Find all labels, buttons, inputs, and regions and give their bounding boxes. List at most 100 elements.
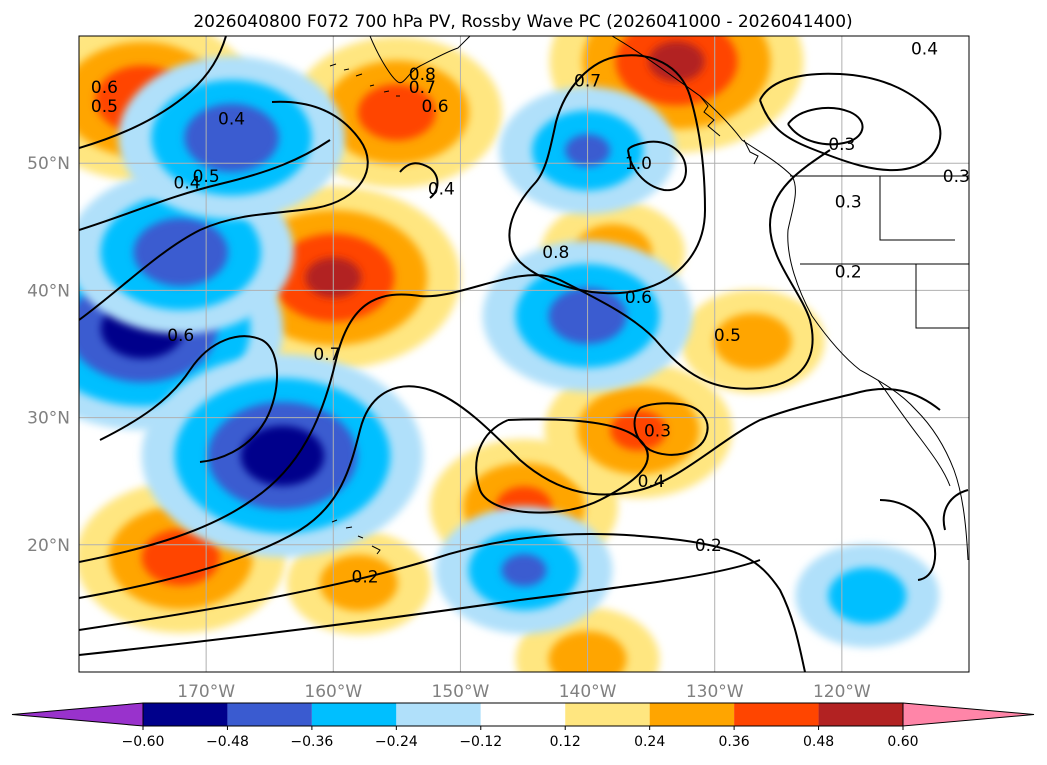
contour-label: 0.4 xyxy=(174,173,201,193)
contour-label-text: 0.5 xyxy=(91,97,118,117)
contour-label: 0.8 xyxy=(409,65,436,85)
contour-label: 0.4 xyxy=(428,180,455,200)
pv-anomaly-blob xyxy=(118,56,345,220)
pv-contour-line xyxy=(79,149,831,563)
contour-label-text: 0.5 xyxy=(714,326,741,346)
colorbar-bin xyxy=(227,703,312,726)
pv-contour-line xyxy=(79,100,369,321)
contour-label-text: 0.6 xyxy=(421,97,448,117)
contour-label: 0.3 xyxy=(828,135,855,155)
pv-anomaly-blob xyxy=(141,354,424,558)
pv-contour-line xyxy=(79,36,227,149)
contour-label-text: 0.2 xyxy=(695,536,722,556)
pv-anomaly-blob xyxy=(286,531,431,635)
contour-label: 1.0 xyxy=(625,154,652,174)
colorbar-bin xyxy=(480,703,566,726)
contour-label: 0.5 xyxy=(714,326,741,346)
pv-contour-line xyxy=(99,335,279,463)
contour-label: 0.7 xyxy=(313,345,340,365)
colorbar-tick-label: 0.60 xyxy=(887,734,918,750)
colorbar-tick-label: −0.12 xyxy=(459,734,502,750)
contour-label: 0.8 xyxy=(542,243,569,263)
contour-label: 0.6 xyxy=(167,326,194,346)
colorbar-bin xyxy=(311,703,397,726)
pv-contour-line xyxy=(633,402,709,456)
colorbar-tick-label: 0.48 xyxy=(803,734,834,750)
pv-contour-line xyxy=(879,499,937,581)
colorbar-tick-label: −0.48 xyxy=(206,734,249,750)
contour-label-text: 0.8 xyxy=(542,243,569,263)
pv-contours xyxy=(79,36,969,672)
pv-anomaly-level xyxy=(240,425,325,486)
pv-anomaly-blob xyxy=(435,506,613,634)
contour-label: 0.3 xyxy=(943,167,970,187)
coastlines xyxy=(329,36,969,561)
lat-lon-gridlines xyxy=(79,36,969,672)
colorbar: −0.60 −0.48 −0.36 −0.24 −0.12 0.12 0.24 0.36 0.4… xyxy=(11,702,1035,750)
pv-anomaly-shading xyxy=(79,36,940,672)
colorbar-tick-label: 0.36 xyxy=(719,734,750,750)
contour-label-text: 0.2 xyxy=(835,262,862,282)
pv-anomaly-level xyxy=(357,84,436,141)
contour-label-text: 0.4 xyxy=(174,173,201,193)
contour-label-text: 0.7 xyxy=(574,72,601,92)
chart-title: 2026040800 F072 700 hPa PV, Rossby Wave … xyxy=(193,12,852,32)
pv-contour-line xyxy=(942,489,969,531)
colorbar-bin xyxy=(818,703,903,726)
pv-contour-line xyxy=(79,139,331,231)
pv-contour-line xyxy=(475,418,649,514)
pv-anomaly-level xyxy=(828,567,907,624)
contour-label-text: 0.6 xyxy=(167,326,194,346)
contour-label-text: 0.3 xyxy=(943,167,970,187)
longitude-tick-label: 170°W xyxy=(177,682,235,702)
contour-label: 0.7 xyxy=(574,72,601,92)
pv-anomaly-level xyxy=(501,554,547,587)
contour-label: 0.3 xyxy=(835,192,862,212)
latitude-tick-labels: 20°N 30°N 40°N 50°N xyxy=(27,154,70,556)
colorbar-bin xyxy=(649,703,735,726)
colorbar-tick-label: −0.36 xyxy=(290,734,333,750)
latitude-tick-label: 40°N xyxy=(27,281,70,301)
contour-label: 0.4 xyxy=(911,40,938,60)
contour-label: 0.2 xyxy=(695,536,722,556)
contour-label: 0.6 xyxy=(421,97,448,117)
contour-label: 0.4 xyxy=(638,472,665,492)
contour-label: 0.5 xyxy=(193,167,220,187)
contour-label-text: 0.4 xyxy=(638,472,665,492)
colorbar-tick-label: 0.12 xyxy=(550,734,581,750)
colorbar-extend-low xyxy=(11,702,144,727)
longitude-tick-label: 150°W xyxy=(432,682,490,702)
pv-anomaly-level xyxy=(648,41,705,82)
pv-anomaly-blob xyxy=(544,362,733,498)
pv-contour-line xyxy=(627,140,687,192)
pv-contour-line xyxy=(787,107,864,146)
baja-california-coastline xyxy=(877,379,951,487)
longitude-tick-label: 130°W xyxy=(686,682,744,702)
contour-label-text: 0.6 xyxy=(91,78,118,98)
contour-label-text: 0.5 xyxy=(193,167,220,187)
contour-label: 0.3 xyxy=(644,421,671,441)
pv-anomaly-level xyxy=(610,410,667,451)
hawaiian-islands xyxy=(331,519,381,555)
contour-label: 0.4 xyxy=(27,345,54,365)
pv-contour-line xyxy=(79,559,761,656)
colorbar-bin xyxy=(565,703,650,726)
contour-label-text: 0.4 xyxy=(27,345,54,365)
contour-label-text: 0.7 xyxy=(313,345,340,365)
contour-label-text: 0.2 xyxy=(352,568,379,588)
colorbar-tick-label: −0.60 xyxy=(122,734,165,750)
contour-label-text: 0.3 xyxy=(644,421,671,441)
colorbar-tick-label: −0.24 xyxy=(375,734,418,750)
contour-labels: 0.20.20.20.30.30.30.30.40.40.40.40.40.40… xyxy=(27,40,970,588)
longitude-tick-labels: 170°W 160°W 150°W 140°W 130°W 120°W xyxy=(177,682,871,702)
pv-anomaly-level xyxy=(184,103,279,172)
pv-anomaly-level xyxy=(319,554,398,612)
latitude-tick-label: 20°N xyxy=(27,536,70,556)
longitude-tick-label: 120°W xyxy=(813,682,871,702)
contour-label: 0.2 xyxy=(352,568,379,588)
contour-label-text: 0.3 xyxy=(828,135,855,155)
alaska-coastline xyxy=(369,36,471,84)
contour-label-text: 0.8 xyxy=(409,65,436,85)
pv-anomaly-blob xyxy=(795,543,940,648)
